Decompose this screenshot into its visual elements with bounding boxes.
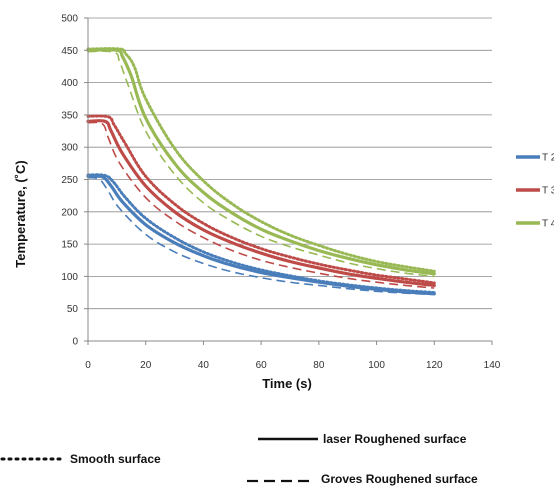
series-line-t4-dotted: [86, 47, 436, 273]
x-tick-label: 140: [484, 360, 501, 371]
y-axis-title: Temperature, (˚C): [13, 160, 28, 267]
line-style-legend: laser Roughened surface Smooth surface Gro…: [0, 432, 478, 486]
x-tick-label: 120: [426, 360, 443, 371]
gridlines: [88, 17, 492, 310]
series-line-t4-solid: [86, 48, 436, 276]
x-tick-label: 20: [140, 360, 152, 371]
y-tick-label: 500: [61, 14, 78, 25]
x-axis-title: Time (s): [262, 376, 312, 391]
series-legend: T 2 T 3 T 4: [516, 153, 554, 230]
series-line-t2-dashed: [87, 176, 435, 296]
x-tick-label: 0: [85, 360, 91, 371]
y-tick-label: 450: [61, 46, 78, 57]
series-line-t3-dotted: [86, 114, 436, 285]
series-lines: [86, 47, 436, 296]
x-tick-label: 40: [198, 360, 210, 371]
y-tick-label: 100: [61, 272, 78, 283]
y-tick-label: 0: [72, 337, 78, 348]
y-tick-label: 400: [61, 78, 78, 89]
y-tick-label: 50: [67, 304, 79, 315]
series-line-t3-dashed: [87, 121, 435, 289]
x-tick-label: 100: [368, 360, 385, 371]
legend-label: T 3: [542, 186, 554, 197]
legend-label: T 4: [542, 219, 554, 230]
series-line-t2-dotted: [86, 173, 436, 295]
y-tick-label: 150: [61, 240, 78, 251]
legend-label: T 2: [542, 153, 554, 164]
style-legend-label-solid: laser Roughened surface: [323, 432, 467, 446]
y-tick-label: 350: [61, 110, 78, 121]
y-tick-label: 300: [61, 143, 78, 154]
style-legend-label-dashed: Groves Roughened surface: [321, 472, 478, 486]
x-tick-label: 60: [256, 360, 268, 371]
series-line-t3-solid: [86, 119, 436, 287]
style-legend-label-dotted: Smooth surface: [70, 452, 161, 466]
series-line-t4-dashed: [87, 50, 435, 278]
y-tick-label: 250: [61, 175, 78, 186]
y-tick-label: 200: [61, 207, 78, 218]
x-tick-label: 80: [313, 360, 325, 371]
x-tick-labels: 0 20 40 60 80 100 120 140: [85, 341, 501, 371]
y-tick-labels: 0 50 100 150 200 250 300 350 400 450 500: [61, 14, 88, 348]
